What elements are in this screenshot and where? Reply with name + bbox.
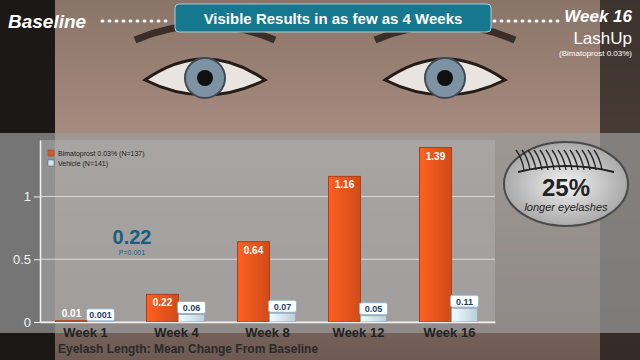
bar xyxy=(238,242,270,322)
callout-value: 0.22 xyxy=(113,226,152,248)
background xyxy=(0,0,640,360)
badge-ellipse xyxy=(504,142,628,226)
baseline-label: Baseline xyxy=(8,11,87,32)
x-tick-label: Week 8 xyxy=(245,325,290,340)
title-banner xyxy=(175,4,491,32)
chart-svg: Baseline Visible Results in as few as 4 W… xyxy=(0,0,640,360)
bar xyxy=(88,321,114,322)
data-label-box xyxy=(360,303,388,315)
data-label: 0.01 xyxy=(62,308,82,319)
legend: Bimatoprost 0.03% (N=137) Vehicle (N=141) xyxy=(48,150,145,168)
x-tick-label: Week 1 xyxy=(63,325,108,340)
x-axis: Week 1 Week 4 Week 8 Week 12 Week 16 xyxy=(41,322,496,340)
data-label-box xyxy=(87,309,115,321)
bars xyxy=(56,148,478,322)
callout-pvalue: P=0.001 xyxy=(119,249,145,256)
bar xyxy=(329,176,361,322)
lash xyxy=(516,150,524,170)
chart-title: Visible Results in as few as 4 Weeks xyxy=(204,10,463,27)
data-label-box xyxy=(178,301,206,313)
y-tick: 0.5 xyxy=(13,252,40,267)
dots-left xyxy=(102,20,172,23)
x-axis-title: Eyelash Length: Mean Change From Baselin… xyxy=(58,342,318,356)
data-label: 0.001 xyxy=(89,310,112,320)
bar xyxy=(270,313,296,322)
plot-area xyxy=(40,140,495,322)
lash xyxy=(528,150,536,170)
iris xyxy=(185,58,225,98)
y-tick: 1 xyxy=(24,189,40,204)
dots-right xyxy=(494,20,560,23)
brand-name: LashUp xyxy=(573,29,632,48)
pupil xyxy=(197,70,213,86)
bar xyxy=(420,148,452,322)
chart-panel xyxy=(0,133,640,333)
legend-swatch xyxy=(48,150,54,156)
data-label: 0.64 xyxy=(244,245,264,256)
y-tick-mark xyxy=(34,259,40,260)
data-label: 0.07 xyxy=(274,302,292,312)
data-label: 0.05 xyxy=(365,304,383,314)
x-tick-label: Week 4 xyxy=(154,325,199,340)
data-labels: 0.01 0.22 0.64 1.16 1.39 0.001 0.06 0.07 0.05 0.1… xyxy=(62,151,479,321)
legend-label: Bimatoprost 0.03% (N=137) xyxy=(58,150,145,158)
y-axis-line xyxy=(40,141,42,323)
legend-label: Vehicle (N=141) xyxy=(58,160,108,168)
data-label-box xyxy=(269,300,297,312)
badge: 25%longer eyelashes xyxy=(504,142,628,226)
data-label: 1.39 xyxy=(426,151,446,162)
brand-subtitle: (Bimatoprost 0.03%) xyxy=(559,49,632,58)
y-tick: 0 xyxy=(24,315,40,330)
y-axis: 00.51 xyxy=(13,141,41,330)
x-tick: Week 12 xyxy=(333,322,385,340)
legend-swatch xyxy=(48,160,54,166)
bar xyxy=(56,321,88,322)
lash-line xyxy=(518,166,614,172)
bar xyxy=(361,316,387,322)
y-tick-label: 0.5 xyxy=(13,252,31,267)
data-label: 0.22 xyxy=(153,297,173,308)
lash xyxy=(594,150,602,170)
bar xyxy=(147,294,179,322)
badge-caption: longer eyelashes xyxy=(524,201,608,213)
x-tick-label: Week 16 xyxy=(424,325,476,340)
bar xyxy=(179,314,205,322)
chart-root: Baseline Visible Results in as few as 4 W… xyxy=(0,0,640,360)
x-tick: Week 4 xyxy=(154,322,199,340)
x-tick: Week 16 xyxy=(424,322,476,340)
x-tick: Week 1 xyxy=(63,322,108,340)
eye xyxy=(375,25,515,98)
y-tick-mark xyxy=(34,322,40,323)
bar xyxy=(452,308,478,322)
data-label: 1.16 xyxy=(335,179,355,190)
y-tick-label: 1 xyxy=(24,189,31,204)
pupil xyxy=(437,70,453,86)
data-label: 0.06 xyxy=(183,303,201,313)
x-tick-label: Week 12 xyxy=(333,325,385,340)
y-tick-label: 0 xyxy=(24,315,31,330)
lash xyxy=(522,150,530,170)
badge-value: 25% xyxy=(542,174,590,201)
data-label: 0.11 xyxy=(456,297,473,307)
y-tick-mark xyxy=(34,196,40,197)
x-tick: Week 8 xyxy=(245,322,290,340)
iris xyxy=(425,58,465,98)
data-label-box xyxy=(451,295,479,307)
week16-label: Week 16 xyxy=(564,7,632,26)
eye xyxy=(135,25,275,98)
